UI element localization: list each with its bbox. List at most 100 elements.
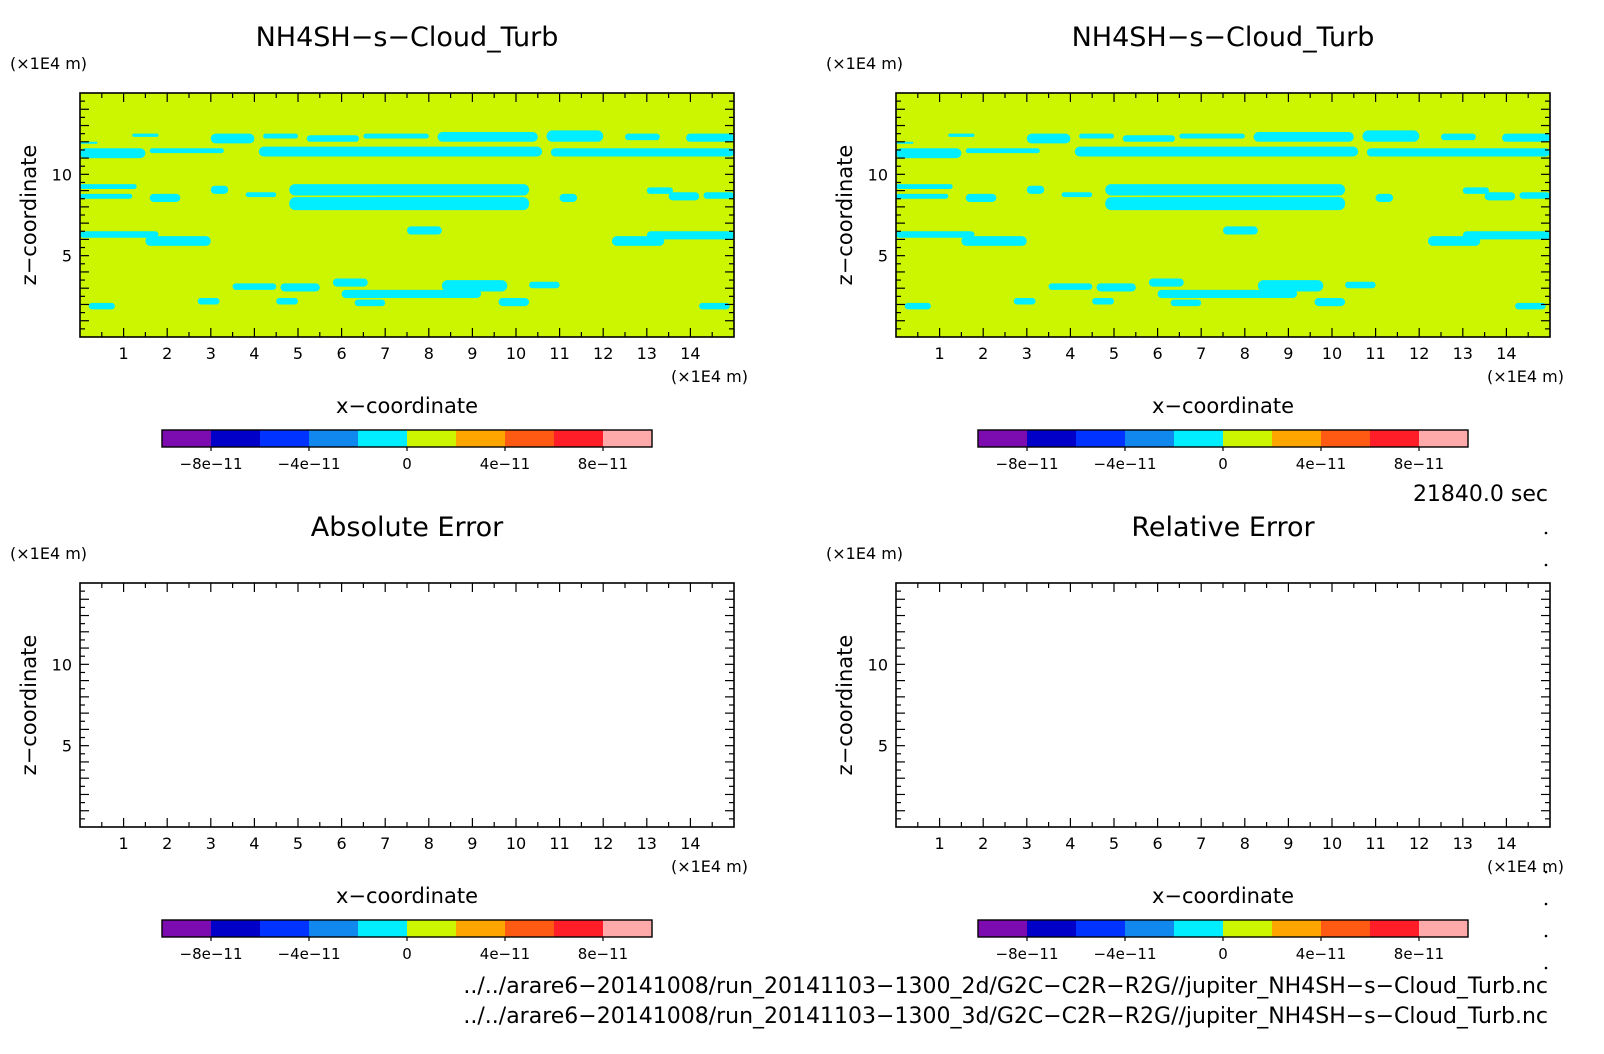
field-band-40 bbox=[498, 297, 530, 307]
colorbar-tick-label: 4e−11 bbox=[480, 455, 530, 473]
margin-dot bbox=[1544, 902, 1548, 906]
colorbar-tick-label: −4e−11 bbox=[1094, 945, 1157, 963]
x-tick-label: 7 bbox=[1196, 834, 1206, 853]
field-band-35 bbox=[1345, 281, 1376, 289]
file-path-2: ../../arare6−20141008/run_20141103−1300_… bbox=[463, 1004, 1548, 1029]
x-tick-label: 1 bbox=[935, 344, 945, 363]
x-unit-label: (×1E4 m) bbox=[671, 367, 748, 386]
y-tick-label: 5 bbox=[878, 737, 888, 756]
x-tick-label: 13 bbox=[637, 834, 657, 853]
colorbar-tick-label: 0 bbox=[1218, 945, 1228, 963]
field-band-20 bbox=[1484, 192, 1516, 201]
field-band-2 bbox=[1026, 133, 1071, 144]
field-band-20 bbox=[668, 192, 700, 201]
y-tick-label: 5 bbox=[878, 247, 888, 266]
y-axis-label: z−coordinate bbox=[833, 145, 857, 286]
margin-dot bbox=[1544, 563, 1548, 567]
margin-dots bbox=[1544, 531, 1548, 970]
colorbar-swatch bbox=[211, 920, 261, 937]
colorbar-swatch bbox=[1370, 430, 1420, 447]
y-tick-label: 10 bbox=[52, 655, 72, 674]
x-axis-label: x−coordinate bbox=[336, 884, 478, 908]
field-band-31 bbox=[1096, 283, 1136, 292]
y-tick-label: 10 bbox=[52, 165, 72, 184]
colorbar-swatch bbox=[1272, 920, 1322, 937]
field-band-31 bbox=[280, 283, 320, 292]
colorbar-swatch bbox=[1174, 920, 1224, 937]
x-unit-label: (×1E4 m) bbox=[1487, 857, 1564, 876]
field-band-32 bbox=[1148, 278, 1184, 287]
colorbar-swatch bbox=[358, 430, 408, 447]
y-tick-label: 5 bbox=[62, 247, 72, 266]
field-band-11 bbox=[965, 148, 1040, 154]
field-band-7 bbox=[546, 130, 604, 142]
field-band-21 bbox=[1519, 192, 1550, 199]
field-band-8 bbox=[625, 133, 660, 141]
x-tick-label: 10 bbox=[1322, 834, 1342, 853]
x-tick-label: 12 bbox=[1409, 834, 1429, 853]
plot-title: NH4SH−s−Cloud_Turb bbox=[256, 22, 559, 53]
colorbar-tick-label: 8e−11 bbox=[578, 455, 628, 473]
x-tick-label: 5 bbox=[293, 344, 303, 363]
field-band-30 bbox=[232, 283, 277, 290]
field-band-2 bbox=[210, 133, 255, 144]
field-band-30 bbox=[1048, 283, 1093, 290]
x-axis-label: x−coordinate bbox=[1152, 394, 1294, 418]
field-band-39 bbox=[1170, 299, 1202, 307]
x-tick-label: 7 bbox=[380, 344, 390, 363]
x-tick-label: 3 bbox=[1022, 344, 1032, 363]
colorbar-swatch bbox=[456, 430, 506, 447]
field-band-32 bbox=[332, 278, 368, 287]
x-tick-label: 9 bbox=[1283, 834, 1293, 853]
colorbar-tick-label: −4e−11 bbox=[278, 455, 341, 473]
y-unit-label: (×1E4 m) bbox=[10, 54, 87, 73]
field-band-5 bbox=[363, 133, 429, 139]
colorbar-swatch bbox=[505, 430, 555, 447]
field-band-25 bbox=[896, 231, 975, 238]
field-band-10 bbox=[80, 148, 146, 159]
y-tick-label: 5 bbox=[62, 737, 72, 756]
field-band-22 bbox=[1375, 193, 1394, 202]
field-band-38 bbox=[1092, 297, 1114, 305]
x-unit-label: (×1E4 m) bbox=[1487, 367, 1564, 386]
field-band-25 bbox=[80, 231, 159, 238]
colorbar-swatch bbox=[1321, 430, 1371, 447]
field-band-9 bbox=[1502, 133, 1550, 142]
field-band-37 bbox=[1013, 297, 1036, 305]
field-band-4 bbox=[306, 135, 360, 142]
x-tick-label: 1 bbox=[119, 834, 129, 853]
field-band-36 bbox=[904, 302, 931, 310]
time-label: 21840.0 sec bbox=[1413, 482, 1548, 507]
x-tick-label: 2 bbox=[162, 834, 172, 853]
y-unit-label: (×1E4 m) bbox=[826, 54, 903, 73]
colorbar-tick-label: −8e−11 bbox=[996, 945, 1059, 963]
colorbar-tick-label: 0 bbox=[402, 455, 412, 473]
field-band-23 bbox=[1105, 184, 1346, 196]
margin-dot bbox=[1544, 531, 1548, 535]
x-tick-label: 9 bbox=[467, 344, 477, 363]
field-band-16 bbox=[965, 193, 997, 202]
field-band-22 bbox=[559, 193, 578, 202]
field-band-15 bbox=[896, 193, 949, 199]
x-tick-label: 9 bbox=[1283, 344, 1293, 363]
y-axis-label: z−coordinate bbox=[17, 635, 41, 776]
x-tick-label: 6 bbox=[1153, 834, 1163, 853]
field-band-36 bbox=[88, 302, 115, 310]
field-band-17 bbox=[210, 185, 229, 194]
x-tick-label: 5 bbox=[293, 834, 303, 853]
x-tick-label: 6 bbox=[337, 344, 347, 363]
colorbar-swatch bbox=[505, 920, 555, 937]
y-unit-label: (×1E4 m) bbox=[10, 544, 87, 563]
y-axis-label: z−coordinate bbox=[17, 145, 41, 286]
field-band-7 bbox=[1362, 130, 1420, 142]
field-band-6 bbox=[1253, 132, 1354, 142]
colorbar-swatch bbox=[162, 430, 212, 447]
x-tick-label: 4 bbox=[249, 344, 259, 363]
colorbar-swatch bbox=[603, 920, 653, 937]
colorbar-swatch bbox=[1223, 920, 1273, 937]
y-unit-label: (×1E4 m) bbox=[826, 544, 903, 563]
x-tick-label: 7 bbox=[1196, 344, 1206, 363]
field-band-41 bbox=[1515, 302, 1546, 310]
